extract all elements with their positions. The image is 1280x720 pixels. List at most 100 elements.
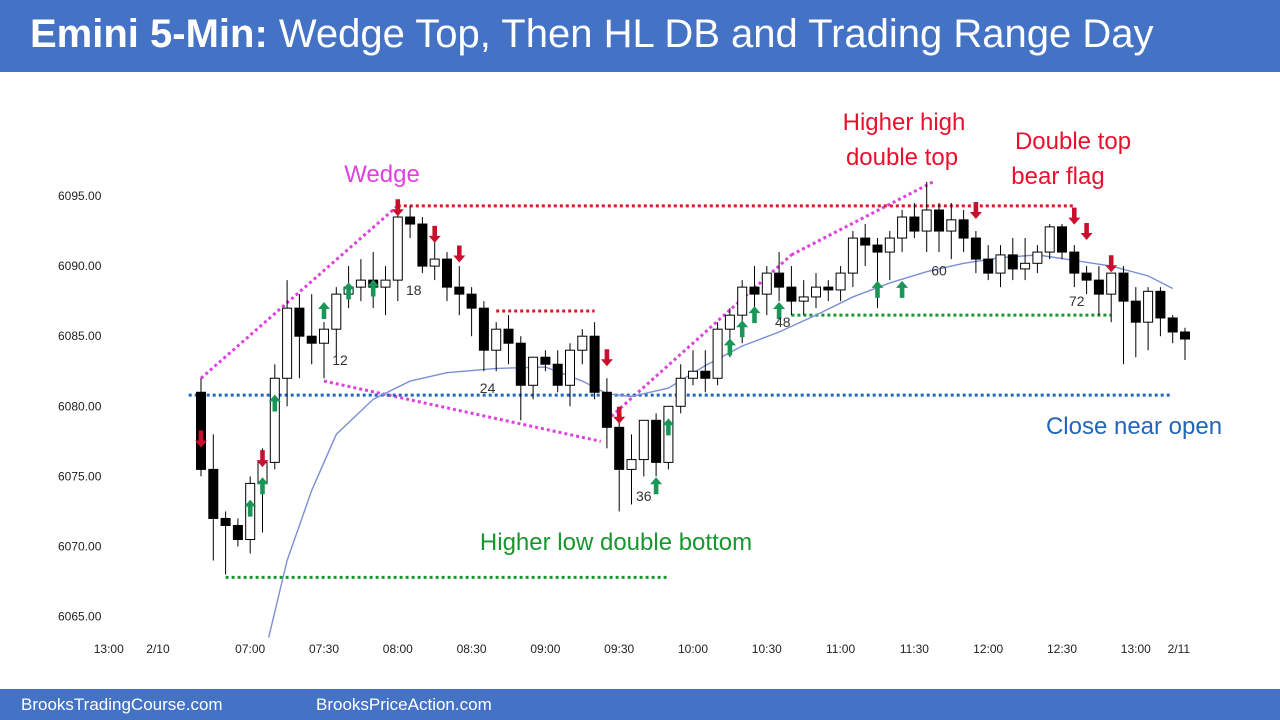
candle-body <box>1007 254 1018 270</box>
bar-number-label: 12 <box>332 352 348 368</box>
title-bold: Emini 5-Min: <box>30 12 268 56</box>
moving-average-line <box>267 254 1174 638</box>
sell-signal-arrow-icon <box>428 225 441 243</box>
wedge-lower-line <box>323 379 602 443</box>
candle-body <box>983 258 994 274</box>
x-tick-label: 12:00 <box>973 642 1003 656</box>
bar-number-label: 60 <box>931 262 947 278</box>
candle-body <box>860 237 871 246</box>
candle-body <box>552 363 563 386</box>
candle-body <box>1057 226 1067 253</box>
x-tick-label: 07:00 <box>235 642 265 656</box>
candle-body <box>774 272 785 288</box>
x-tick-label: 2/11 <box>1168 642 1191 656</box>
candle-body <box>355 279 366 288</box>
candle-body <box>749 286 760 295</box>
x-tick-label: 10:30 <box>752 642 782 656</box>
x-tick-label: 13:00 <box>1121 642 1151 656</box>
candle-body <box>1020 262 1031 270</box>
candle-body <box>934 209 944 232</box>
higher-high-label: Higher high <box>843 109 966 136</box>
candle-body <box>823 286 834 291</box>
buy-signal-arrow-icon <box>650 477 663 495</box>
buy-signal-arrow-icon <box>662 418 675 436</box>
candle-body <box>970 237 981 260</box>
buy-signal-arrow-icon <box>723 338 736 356</box>
candle-body <box>1167 317 1178 333</box>
y-tick-label: 6065.00 <box>58 610 102 624</box>
footer-link-brookstradingcourse[interactable]: BrooksTradingCourse.com <box>21 695 223 714</box>
candle-body <box>269 377 280 463</box>
candle-body <box>1143 290 1154 323</box>
buy-signal-arrow-icon <box>896 280 909 298</box>
candle-body <box>282 307 293 379</box>
y-tick-label: 6070.00 <box>58 540 102 554</box>
candle-body <box>651 419 662 463</box>
candle-body <box>232 524 243 540</box>
candle-body <box>1155 290 1166 319</box>
sell-signal-arrow-icon <box>256 450 269 468</box>
sell-signal-arrow-icon <box>1080 223 1093 241</box>
y-tick-label: 6090.00 <box>58 259 102 273</box>
candle-body <box>466 293 477 309</box>
candle-body <box>847 237 858 274</box>
bear-flag-label: bear flag <box>1011 163 1104 190</box>
x-tick-label: 09:00 <box>530 642 560 656</box>
candle-body <box>958 219 969 239</box>
candle-body <box>491 328 502 351</box>
candle-body <box>478 307 489 351</box>
annotation-lines-group <box>188 180 1173 579</box>
double-top-bear-flag-label: Double top <box>1015 128 1131 155</box>
bar-number-label: 24 <box>480 380 496 396</box>
candle-body <box>675 377 686 407</box>
bar-number-label: 18 <box>406 282 422 298</box>
bar-number-label: 72 <box>1069 293 1085 309</box>
annotation-labels-group: 12 18 24 36 48 60 72 Wedge Higher high double top… <box>332 109 1222 556</box>
x-tick-label: 10:00 <box>678 642 708 656</box>
axes-group: 6065.00 6070.00 6075.00 6080.00 6085.00 6090.… <box>58 189 1190 656</box>
buy-signal-arrow-icon <box>367 279 380 297</box>
candle-body <box>897 216 908 239</box>
page-title: Emini 5-Min: Wedge Top, Then HL DB and T… <box>30 12 1154 57</box>
y-tick-label: 6085.00 <box>58 329 102 343</box>
candle-body <box>1130 300 1141 323</box>
candle-body <box>835 272 846 291</box>
candle-body <box>380 279 391 288</box>
buy-signal-arrow-icon <box>268 394 281 412</box>
x-tick-label: 11:00 <box>826 642 855 656</box>
x-tick-label: 08:00 <box>383 642 413 656</box>
sell-signal-arrow-icon <box>600 349 613 367</box>
candle-body <box>442 258 452 288</box>
sell-signal-arrow-icon <box>969 202 982 220</box>
higher-high-trendline <box>605 253 793 422</box>
candle-body <box>1081 272 1092 281</box>
buy-signal-arrow-icon <box>736 320 749 338</box>
candle-body <box>909 216 920 232</box>
candle-body <box>626 459 637 470</box>
y-tick-label: 6075.00 <box>58 469 102 483</box>
double-top-label: double top <box>846 144 958 171</box>
x-tick-label: 12:30 <box>1047 642 1077 656</box>
candle-body <box>208 468 219 519</box>
candle-body <box>589 335 600 393</box>
candle-body <box>331 293 342 330</box>
buy-signal-arrow-icon <box>318 301 330 319</box>
candle-body <box>811 286 821 298</box>
candle-body <box>1180 331 1190 340</box>
candle-body <box>454 286 465 295</box>
candle-body <box>220 517 231 526</box>
y-tick-label: 6095.00 <box>58 189 102 203</box>
title-rest: Wedge Top, Then HL DB and Trading Range … <box>267 12 1154 56</box>
candles-group <box>196 181 1190 575</box>
higher-low-double-bottom-label: Higher low double bottom <box>480 529 752 556</box>
candle-body <box>1106 272 1117 295</box>
candle-body <box>712 328 723 379</box>
candle-body <box>798 296 809 302</box>
ema-line-group <box>267 254 1174 638</box>
x-tick-label: 07:30 <box>309 642 339 656</box>
candle-body <box>1069 251 1080 274</box>
footer-link-brookspriceaction[interactable]: BrooksPriceAction.com <box>316 695 492 714</box>
candle-body <box>577 335 588 351</box>
x-tick-label: 11:30 <box>900 642 929 656</box>
